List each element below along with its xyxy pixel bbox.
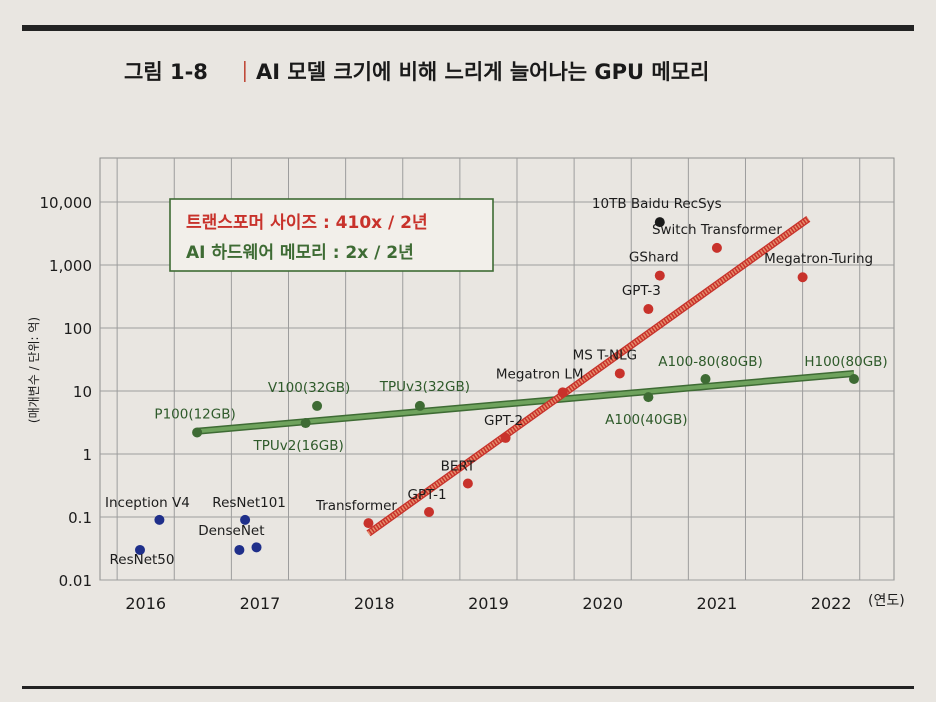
point-transformer: [654, 270, 665, 281]
point-transformer: [643, 304, 654, 315]
point-label: GPT-1: [407, 487, 446, 503]
x-tick-label: 2022: [811, 594, 852, 613]
point-cnn: [154, 514, 165, 525]
x-tick-label: 2021: [697, 594, 738, 613]
top-rule: [22, 25, 914, 31]
y-tick-label: 10,000: [40, 194, 93, 212]
point-hardware: [414, 400, 425, 411]
point-label: GShard: [629, 250, 679, 266]
point-transformer: [557, 387, 568, 398]
point-cnn: [234, 544, 245, 555]
point-cnn: [240, 514, 251, 525]
point-label: Switch Transformer: [652, 222, 782, 238]
point-label: GPT-3: [622, 283, 661, 299]
y-tick-label: 0.1: [68, 509, 92, 527]
point-transformer: [797, 272, 808, 283]
point-hardware: [849, 374, 860, 385]
x-tick-label: 2019: [468, 594, 509, 613]
bottom-rule: [22, 686, 914, 689]
point-label: H100(80GB): [804, 354, 887, 370]
y-tick-label: 1,000: [49, 257, 92, 275]
point-label: DenseNet: [198, 523, 264, 539]
y-axis: 0.01 0.1 1 10 100 1,000 10,000: [40, 194, 93, 590]
point-label: V100(32GB): [268, 380, 350, 396]
point-label: 10TB Baidu RecSys: [592, 196, 722, 212]
figure-title: AI 모델 크기에 비해 느리게 늘어나는 GPU 메모리: [256, 60, 709, 84]
point-label: A100(40GB): [605, 412, 687, 428]
title-separator: [244, 61, 246, 82]
point-label: Inception V4: [105, 495, 190, 511]
legend-item-transformer: 트랜스포머 사이즈 : 410x / 2년: [186, 213, 428, 233]
point-transformer: [363, 518, 374, 529]
point-cnn: [134, 544, 145, 555]
y-tick-label: 0.01: [59, 572, 92, 590]
point-label: ResNet101: [212, 495, 286, 511]
point-label: GPT-2: [484, 413, 523, 429]
point-label: MS T-NLG: [573, 347, 637, 363]
point-label: TPUv2(16GB): [252, 438, 343, 454]
point-transformer: [614, 368, 625, 379]
legend-item-hardware: AI 하드웨어 메모리 : 2x / 2년: [186, 243, 414, 263]
x-tick-label: 2016: [125, 594, 166, 613]
y-tick-label: 10: [73, 383, 92, 401]
data-points: ResNet50 Inception V4 ResNet101 DenseNet P10…: [105, 196, 888, 568]
point-hardware: [312, 400, 323, 411]
point-label: ResNet50: [109, 552, 174, 568]
point-hardware: [192, 427, 203, 438]
x-tick-label: 2017: [240, 594, 281, 613]
point-transformer: [424, 507, 435, 518]
point-transformer: [711, 242, 722, 253]
x-axis-label: (연도): [868, 593, 905, 609]
x-axis: 2016 2017 2018 2019 2020 2021 2022: [125, 594, 851, 613]
point-label: P100(12GB): [154, 406, 235, 422]
y-tick-label: 100: [63, 320, 92, 338]
point-label: BERT: [441, 459, 476, 475]
point-hardware: [643, 392, 654, 403]
point-label: Megatron-Turing: [764, 251, 873, 267]
point-label: Megatron LM: [496, 366, 584, 382]
y-tick-label: 1: [82, 446, 92, 464]
point-hardware: [300, 418, 311, 429]
point-transformer: [500, 432, 511, 443]
point-hardware: [700, 374, 711, 385]
x-tick-label: 2018: [354, 594, 395, 613]
point-transformer: [462, 478, 473, 489]
point-cnn: [251, 542, 262, 553]
legend: 트랜스포머 사이즈 : 410x / 2년 AI 하드웨어 메모리 : 2x /…: [169, 198, 494, 272]
x-tick-label: 2020: [582, 594, 623, 613]
point-label: A100-80(80GB): [658, 354, 763, 370]
y-axis-label: (매개변수 / 단위: 억): [27, 317, 41, 423]
point-label: Transformer: [315, 498, 397, 514]
legend-box: [169, 198, 494, 272]
transformer-trend-line: [367, 217, 810, 536]
figure-number: 그림 1-8: [124, 60, 208, 84]
point-label: TPUv3(32GB): [379, 379, 470, 395]
point-baidu: [654, 217, 665, 228]
